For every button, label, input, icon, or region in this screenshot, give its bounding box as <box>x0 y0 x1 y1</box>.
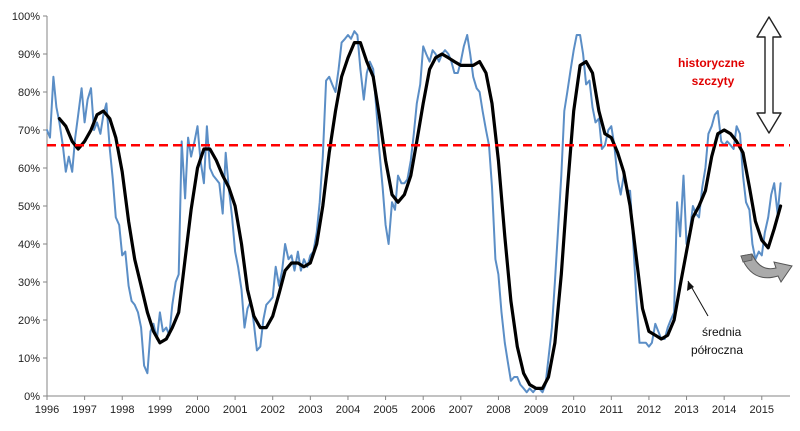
x-tick-label: 2002 <box>260 404 284 416</box>
annotation-half-year-average: średnia półroczna <box>691 325 745 357</box>
x-tick-label: 1999 <box>148 404 172 416</box>
x-tick-label: 2009 <box>524 404 548 416</box>
series-line-average <box>57 41 783 390</box>
x-tick-label: 2011 <box>599 404 623 416</box>
average-annotation-pointer <box>687 280 709 317</box>
y-tick-label: 30% <box>18 277 40 289</box>
x-tick-label: 2005 <box>373 404 397 416</box>
x-tick-label: 2001 <box>223 404 247 416</box>
x-tick-label: 2015 <box>750 404 774 416</box>
x-tick-label: 2004 <box>336 404 360 416</box>
y-tick-label: 60% <box>18 163 40 175</box>
x-tick-label: 2013 <box>674 404 698 416</box>
x-tick-label: 2006 <box>411 404 435 416</box>
x-tick-label: 2007 <box>449 404 473 416</box>
x-tick-label: 2000 <box>185 404 209 416</box>
x-tick-label: 2010 <box>561 404 585 416</box>
y-tick-label: 80% <box>18 87 40 99</box>
annotation-historic-peaks: historyczne szczyty <box>678 56 748 88</box>
y-tick-label: 70% <box>18 125 40 137</box>
x-tick-label: 1997 <box>72 404 96 416</box>
y-tick-label: 20% <box>18 315 40 327</box>
x-axis: 1996 1997 1998 1999 2000 2001 2002 2003 2004 2005… <box>35 395 790 416</box>
curved-arrow-icon <box>740 253 793 283</box>
y-tick-label: 90% <box>18 49 40 61</box>
x-tick-label: 2012 <box>637 404 661 416</box>
y-tick-label: 40% <box>18 239 40 251</box>
x-tick-label: 1998 <box>110 404 134 416</box>
x-tick-label: 2014 <box>712 404 736 416</box>
series-layer <box>46 30 783 394</box>
y-tick-label: 0% <box>24 391 40 403</box>
y-tick-label: 100% <box>12 11 40 23</box>
x-tick-label: 1996 <box>35 404 59 416</box>
y-axis: 0% 10% 20% 30% 40% 50% 60% 70% 80% 90% 100% <box>12 11 48 403</box>
x-tick-label: 2003 <box>298 404 322 416</box>
x-tick-label: 2008 <box>486 404 510 416</box>
y-tick-label: 50% <box>18 201 40 213</box>
y-tick-label: 10% <box>18 353 40 365</box>
double-arrow-icon <box>756 16 782 134</box>
